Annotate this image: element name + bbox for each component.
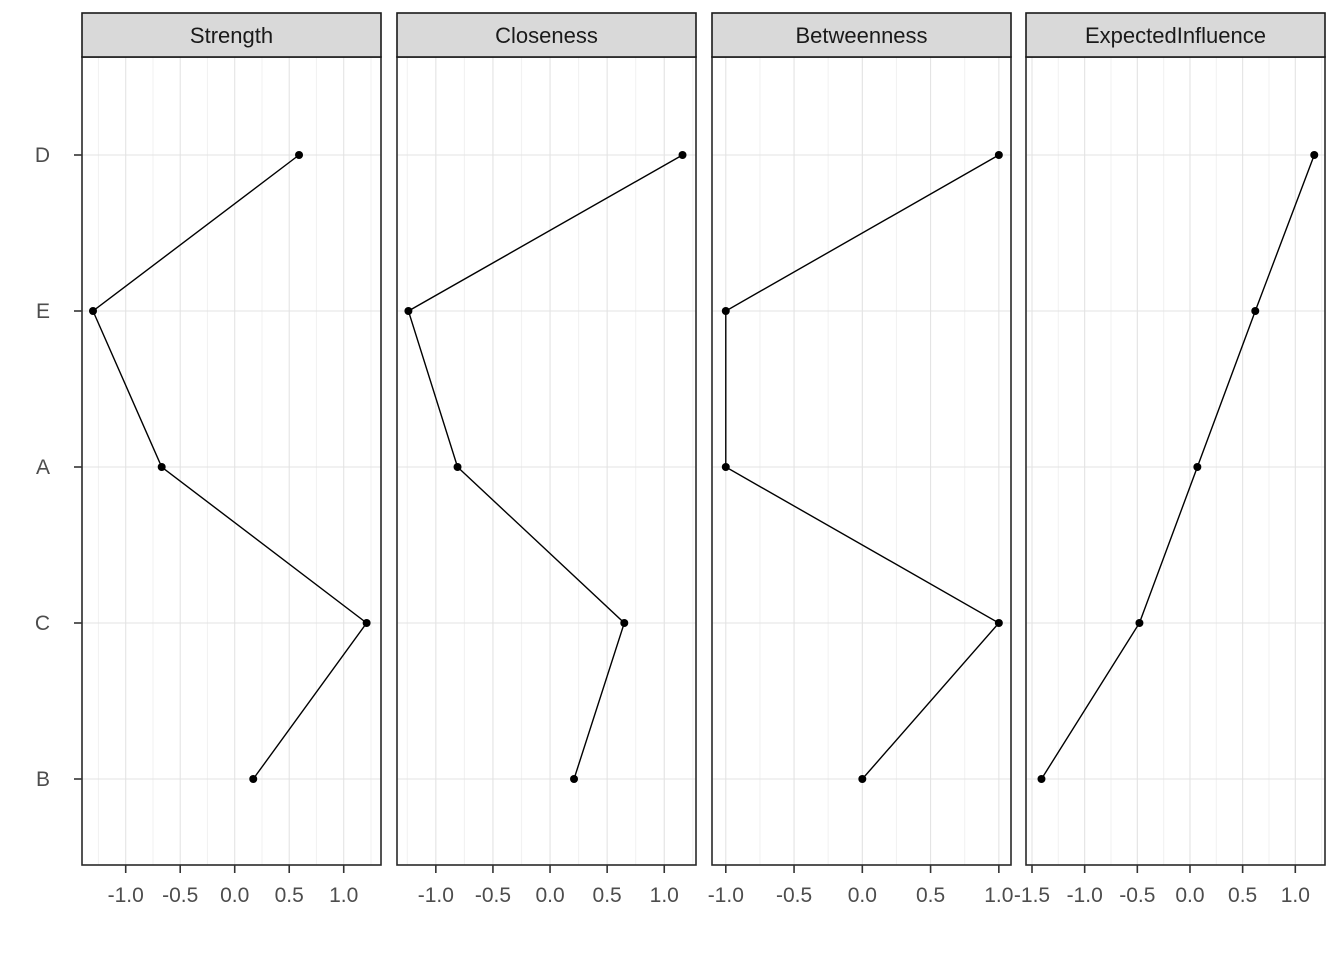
data-point-Strength-E (89, 307, 98, 315)
panel-background (712, 57, 1011, 865)
panel-background (397, 57, 696, 865)
data-point-Closeness-A (453, 463, 462, 471)
data-point-Strength-C (362, 619, 371, 627)
facet-strip-Strength (81, 12, 382, 58)
x-tick-label: 0.5 (275, 884, 304, 907)
x-tick-label: -1.0 (418, 884, 454, 907)
y-axis-label-E: E (36, 300, 50, 323)
data-point-Betweenness-B (858, 775, 867, 783)
data-point-ExpectedInfluence-A (1193, 463, 1202, 471)
x-tick-label: 0.0 (848, 884, 877, 907)
y-axis-label-B: B (36, 768, 50, 791)
data-point-Strength-A (157, 463, 166, 471)
x-tick-label: 0.0 (535, 884, 564, 907)
data-point-Betweenness-C (994, 619, 1003, 627)
x-tick-label: 0.0 (1175, 884, 1204, 907)
data-point-ExpectedInfluence-D (1310, 151, 1319, 159)
facet-panel-Closeness: -1.0 -0.5 0.0 0.5 1.0 Closeness (396, 12, 697, 907)
data-point-Closeness-D (678, 151, 687, 159)
x-tick-label: 0.5 (1228, 884, 1257, 907)
data-point-ExpectedInfluence-E (1251, 307, 1260, 315)
facet-panel-Strength: -1.0 -0.5 0.0 0.5 1.0 Strength (81, 12, 382, 907)
panel-background (82, 57, 381, 865)
y-axis-label-A: A (36, 456, 50, 479)
facet-strip-ExpectedInfluence (1025, 12, 1326, 58)
facet-strip-title: ExpectedInfluence (1085, 23, 1266, 48)
facet-strip-Closeness (396, 12, 697, 58)
x-tick-label: -1.0 (108, 884, 144, 907)
facet-strip-title: Closeness (495, 23, 598, 48)
data-point-Betweenness-E (721, 307, 730, 315)
x-tick-label: 1.0 (984, 884, 1013, 907)
panel-background (1026, 57, 1325, 865)
data-point-Closeness-E (404, 307, 413, 315)
data-point-ExpectedInfluence-B (1037, 775, 1046, 783)
facet-strip-title: Betweenness (795, 23, 927, 48)
y-axis-label-C: C (35, 612, 50, 635)
x-tick-label: -0.5 (475, 884, 511, 907)
data-point-Closeness-B (570, 775, 579, 783)
x-tick-label: -1.0 (708, 884, 744, 907)
data-point-Betweenness-D (994, 151, 1003, 159)
data-point-ExpectedInfluence-C (1135, 619, 1144, 627)
x-tick-label: 0.5 (916, 884, 945, 907)
x-tick-label: -1.0 (1067, 884, 1103, 907)
x-tick-label: -0.5 (1119, 884, 1155, 907)
x-tick-label: -0.5 (162, 884, 198, 907)
x-tick-label: 1.0 (329, 884, 358, 907)
data-point-Strength-B (249, 775, 258, 783)
x-tick-label: 0.5 (593, 884, 622, 907)
x-tick-label: 0.0 (220, 884, 249, 907)
data-point-Betweenness-A (721, 463, 730, 471)
facet-strip-title: Strength (190, 23, 273, 48)
x-tick-label: 1.0 (1281, 884, 1310, 907)
data-point-Closeness-C (620, 619, 629, 627)
facet-panel-Betweenness: -1.0 -0.5 0.0 0.5 1.0 Betweenness (708, 12, 1013, 907)
data-point-Strength-D (295, 151, 304, 159)
y-axis: D E A C B (35, 144, 82, 791)
x-tick-label: -0.5 (776, 884, 812, 907)
x-tick-label: 1.0 (650, 884, 679, 907)
facet-strip-Betweenness (711, 12, 1012, 58)
x-tick-label: -1.5 (1014, 884, 1050, 907)
y-axis-label-D: D (35, 144, 50, 167)
facet-panel-ExpectedInfluence: -1.5 -1.0 -0.5 0.0 0.5 1.0 ExpectedInfluence (1014, 12, 1326, 907)
